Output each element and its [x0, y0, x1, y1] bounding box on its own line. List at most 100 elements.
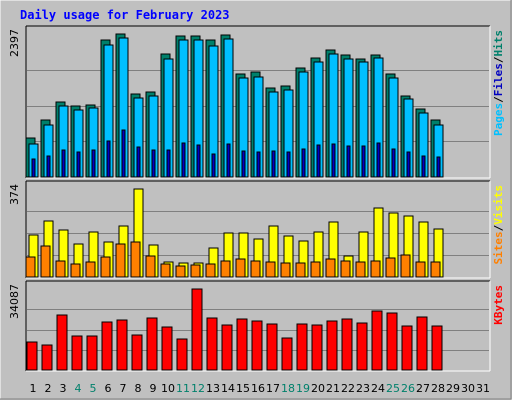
- bar-pages-day-9: [151, 149, 156, 178]
- chart-panels: 2397Pages/Files/Hits374Sites/Visits34087…: [8, 25, 505, 372]
- bar-sites-day-16: [250, 260, 261, 278]
- legend-part: Hits: [492, 30, 505, 57]
- bar-kbytes-day-2: [41, 344, 53, 371]
- day-label-13: 13: [206, 382, 220, 395]
- day-label-12: 12: [191, 382, 205, 395]
- legend-part: /: [492, 224, 505, 231]
- panel-kbytes: 34087 KBytes: [8, 280, 505, 372]
- day-label-18: 18: [281, 382, 295, 395]
- day-label-5: 5: [90, 382, 97, 395]
- bar-pages-day-17: [271, 150, 276, 178]
- bar-pages-day-26: [406, 151, 411, 178]
- bar-sites-day-25: [385, 257, 396, 278]
- bar-kbytes-day-25: [386, 312, 398, 371]
- bar-pages-day-4: [76, 151, 81, 178]
- bar-sites-day-17: [265, 261, 276, 278]
- legend-label-kbytes: KBytes: [492, 285, 505, 325]
- bar-sites-day-19: [295, 262, 306, 278]
- bar-kbytes-day-12: [191, 288, 203, 371]
- bar-sites-day-22: [340, 260, 351, 278]
- series-sites: [25, 241, 441, 278]
- bar-pages-day-10: [166, 149, 171, 178]
- x-axis-labels: 1 2 3 4 5 6 7 8 9 10 11 12 13 14 15 16 17 18 19 20 21 22 23 24 2…: [30, 382, 491, 395]
- day-label-15: 15: [236, 382, 250, 395]
- day-label-22: 22: [341, 382, 355, 395]
- day-label-31: 31: [476, 382, 490, 395]
- day-label-3: 3: [60, 382, 67, 395]
- panel-visits: 374 Sites/Visits: [8, 180, 505, 279]
- bar-sites-day-11: [175, 265, 186, 278]
- legend-part: /: [492, 96, 505, 103]
- bar-kbytes-day-22: [341, 318, 353, 371]
- bar-kbytes-day-6: [101, 321, 113, 371]
- bar-pages-day-5: [91, 149, 96, 178]
- day-label-25: 25: [386, 382, 400, 395]
- bar-kbytes-day-24: [371, 310, 383, 371]
- day-label-19: 19: [296, 382, 310, 395]
- bar-kbytes-day-5: [86, 335, 98, 371]
- day-label-29: 29: [446, 382, 460, 395]
- day-label-2: 2: [45, 382, 52, 395]
- bar-kbytes-day-15: [236, 318, 248, 371]
- bar-kbytes-day-8: [131, 334, 143, 371]
- bar-kbytes-day-7: [116, 319, 128, 371]
- series-pages: [31, 129, 441, 178]
- bar-pages-day-13: [211, 153, 216, 178]
- bar-sites-day-14: [220, 260, 231, 278]
- bar-sites-day-2: [40, 245, 51, 278]
- day-label-6: 6: [105, 382, 112, 395]
- bar-kbytes-day-21: [326, 320, 338, 371]
- legend-label-requests: Pages/Files/Hits: [492, 30, 505, 136]
- bar-pages-day-14: [226, 143, 231, 178]
- bar-pages-day-3: [61, 149, 66, 178]
- bar-pages-day-2: [46, 155, 51, 178]
- day-label-21: 21: [326, 382, 340, 395]
- bar-sites-day-28: [430, 261, 441, 278]
- bar-pages-day-27: [421, 155, 426, 178]
- bar-pages-day-16: [256, 151, 261, 178]
- bar-pages-day-15: [241, 150, 246, 178]
- day-label-26: 26: [401, 382, 415, 395]
- bar-kbytes-day-11: [176, 338, 188, 371]
- legend-part: KBytes: [492, 285, 505, 325]
- bar-sites-day-8: [130, 241, 141, 278]
- bar-kbytes-day-28: [431, 325, 443, 371]
- legend-part: /: [492, 56, 505, 63]
- bar-pages-day-12: [196, 144, 201, 178]
- bar-pages-day-23: [361, 145, 366, 178]
- bar-kbytes-day-18: [281, 337, 293, 371]
- bar-pages-day-6: [106, 140, 111, 178]
- series-kbytes: [26, 288, 443, 371]
- legend-part: Visits: [492, 185, 505, 225]
- legend-part: Pages: [492, 103, 505, 136]
- legend-label-visits: Sites/Visits: [492, 185, 505, 265]
- day-label-7: 7: [120, 382, 127, 395]
- bar-kbytes-day-26: [401, 325, 413, 371]
- bar-sites-day-9: [145, 255, 156, 278]
- bar-sites-day-26: [400, 254, 411, 278]
- day-label-1: 1: [30, 382, 37, 395]
- bar-pages-day-24: [376, 142, 381, 178]
- bar-pages-day-25: [391, 148, 396, 178]
- bar-sites-day-10: [160, 263, 171, 278]
- scale-label-requests: 2397: [8, 29, 21, 57]
- bar-pages-day-11: [181, 142, 186, 178]
- day-label-28: 28: [431, 382, 445, 395]
- day-label-20: 20: [311, 382, 325, 395]
- bar-sites-day-21: [325, 258, 336, 278]
- bar-sites-day-4: [70, 263, 81, 278]
- day-label-17: 17: [266, 382, 280, 395]
- bar-kbytes-day-3: [56, 314, 68, 371]
- bar-kbytes-day-17: [266, 323, 278, 371]
- legend-part: Files: [492, 63, 505, 96]
- bar-sites-day-7: [115, 243, 126, 278]
- bar-sites-day-12: [190, 264, 201, 278]
- bar-pages-day-28: [436, 156, 441, 178]
- bar-kbytes-day-13: [206, 317, 218, 371]
- bar-sites-day-1: [25, 256, 36, 278]
- bar-sites-day-27: [415, 261, 426, 278]
- bar-sites-day-20: [310, 261, 321, 278]
- bar-pages-day-19: [301, 148, 306, 178]
